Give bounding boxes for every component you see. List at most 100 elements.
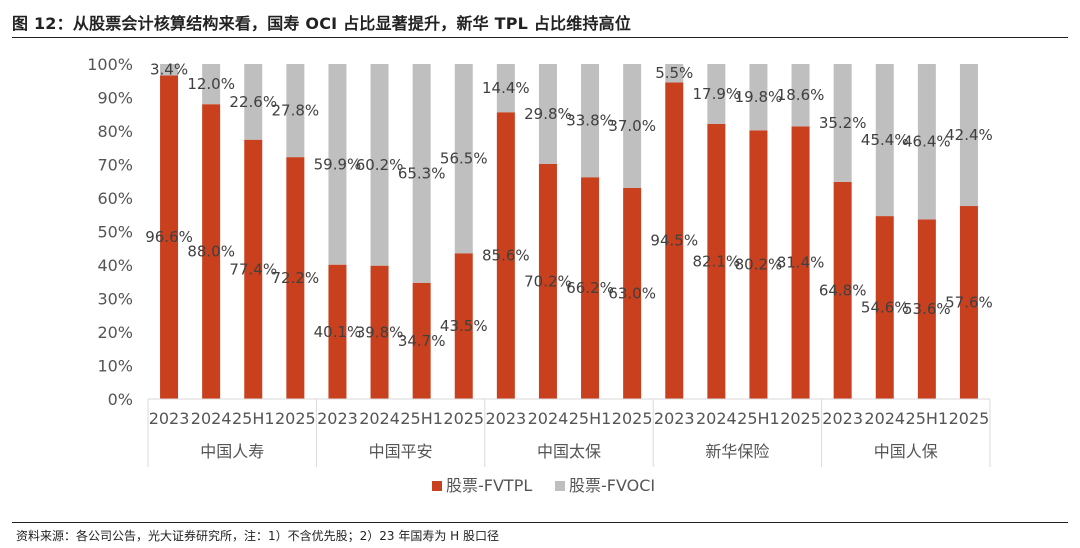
group-label: 中国平安 [369,442,433,461]
bar-fvtpl [286,157,305,399]
bar-fvtpl [581,177,600,399]
y-tick-label: 50% [97,223,133,242]
bar-fvoci [496,64,515,113]
bar-fvoci [202,64,221,105]
category-label: 25H1 [232,409,275,428]
source-note: 资料来源：各公司公告，光大证券研究所，注：1）不含优先股；2）23 年国寿为 H… [16,529,500,543]
data-label-fvoci: 60.2% [356,156,404,174]
data-label-fvoci: 3.4% [150,61,188,79]
data-label-fvoci: 19.8% [735,88,783,106]
legend-swatch-fvoci [555,481,565,491]
bar-fvtpl [875,216,894,399]
data-label-fvoci: 22.6% [229,93,277,111]
group-label: 新华保险 [705,442,769,461]
bar-fvtpl [707,123,726,399]
legend-swatch-fvtpl [432,481,442,491]
data-label-fvtpl: 96.6% [145,228,193,246]
bar-fvoci [623,64,642,188]
y-tick-label: 70% [97,156,133,175]
y-tick-label: 40% [97,256,133,275]
bar-fvtpl [833,181,852,399]
bar-fvoci [454,64,473,254]
bar-fvtpl [623,187,642,399]
data-label-fvoci: 59.9% [314,155,362,173]
bar-fvtpl [202,104,221,399]
data-label-fvoci: 27.8% [272,102,320,120]
data-label-fvtpl: 53.6% [903,300,951,318]
category-label: 25H1 [737,409,780,428]
bar-fvoci [707,64,726,124]
bar-fvtpl [370,265,389,399]
category-label: 2025 [612,409,653,428]
bar-fvoci [581,64,600,178]
bar-fvtpl [412,282,431,399]
data-label-fvtpl: 88.0% [187,243,235,261]
data-label-fvtpl: 77.4% [229,260,277,278]
category-label: 25H1 [906,409,949,428]
source-rule [12,522,1068,523]
data-label-fvtpl: 34.7% [398,332,446,350]
bar-fvtpl [538,163,557,399]
data-label-fvtpl: 54.6% [861,299,909,317]
bar-fvtpl [328,264,347,399]
data-label-fvoci: 18.6% [777,86,825,104]
bar-fvoci [959,64,978,207]
data-label-fvtpl: 82.1% [693,252,741,270]
y-tick-label: 30% [97,290,133,309]
y-tick-label: 20% [97,323,133,342]
category-label: 25H1 [400,409,443,428]
data-label-fvtpl: 43.5% [440,317,488,335]
category-label: 2024 [528,409,569,428]
group-label: 中国太保 [537,442,601,461]
bar-fvtpl [917,219,936,399]
bar-fvoci [665,64,684,83]
bar-fvoci [538,64,557,164]
category-label: 2023 [317,409,358,428]
category-label: 2025 [780,409,821,428]
bar-fvoci [749,64,768,131]
bar-fvtpl [791,126,810,399]
data-label-fvoci: 14.4% [482,79,530,97]
bar-fvoci [412,64,431,283]
bar-fvtpl [160,75,179,399]
data-label-fvoci: 42.4% [945,126,993,144]
data-label-fvtpl: 40.1% [314,323,362,341]
bar-fvoci [328,64,347,265]
category-label: 25H1 [569,409,612,428]
category-label: 2025 [275,409,316,428]
data-label-fvoci: 65.3% [398,164,446,182]
y-tick-label: 90% [97,89,133,108]
legend-label-fvtpl: 股票-FVTPL [446,476,532,495]
y-tick-label: 10% [97,357,133,376]
bar-fvtpl [496,112,515,400]
category-label: 2024 [359,409,400,428]
data-label-fvtpl: 94.5% [650,232,698,250]
data-label-fvoci: 45.4% [861,131,909,149]
data-label-fvtpl: 80.2% [735,256,783,274]
bar-fvoci [875,64,894,217]
bar-fvoci [286,64,305,158]
bar-fvoci [160,64,179,76]
category-label: 2023 [485,409,526,428]
data-label-fvtpl: 39.8% [356,323,404,341]
y-tick-label: 60% [97,189,133,208]
data-label-fvoci: 5.5% [655,64,693,82]
bar-fvtpl [959,206,978,399]
data-label-fvoci: 29.8% [524,105,572,123]
bar-fvoci [833,64,852,182]
category-label: 2024 [696,409,737,428]
category-label: 2025 [949,409,990,428]
bar-fvoci [917,64,936,220]
category-label: 2024 [191,409,232,428]
bar-fvtpl [749,130,768,399]
data-label-fvtpl: 81.4% [777,254,825,272]
y-tick-label: 100% [87,55,133,74]
category-label: 2023 [149,409,190,428]
data-label-fvoci: 12.0% [187,75,235,93]
y-tick-label: 80% [97,122,133,141]
data-label-fvoci: 56.5% [440,150,488,168]
bar-fvtpl [665,82,684,400]
data-label-fvoci: 37.0% [608,117,656,135]
bar-fvoci [370,64,389,266]
